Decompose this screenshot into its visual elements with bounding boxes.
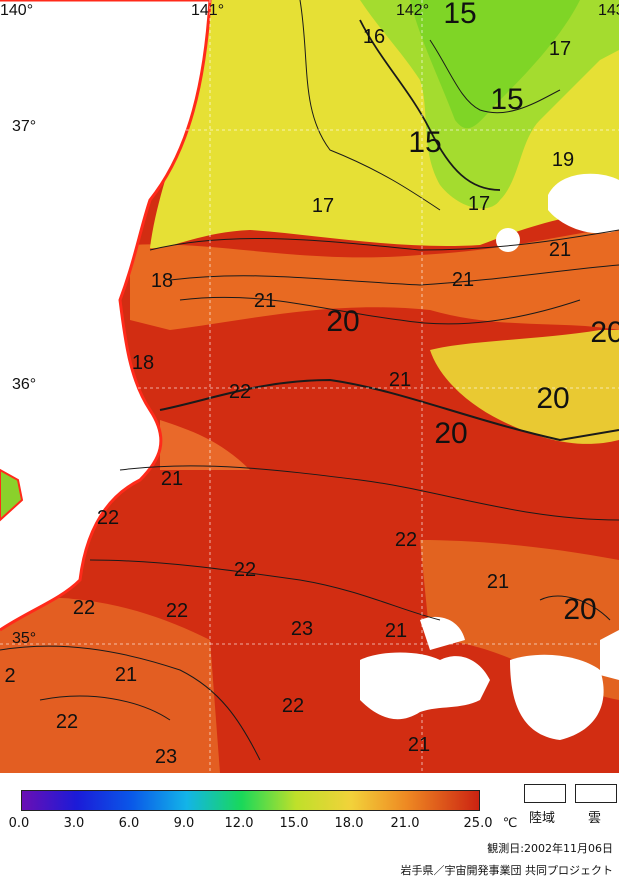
colorbar-tick: 3.0 — [63, 816, 85, 831]
cloud-legend-label: 雲 — [588, 811, 602, 826]
sea-yellow-patch-east — [430, 330, 619, 444]
lon-label-142: 142° — [396, 2, 430, 19]
lon-label-143: 143° — [598, 2, 619, 19]
colorbar-tick: 9.0 — [173, 816, 195, 831]
isotherm-label: 17 — [548, 38, 572, 60]
cloud-patch-ne — [548, 173, 619, 234]
isotherm-label: 18 — [150, 270, 174, 292]
isotherm-label: 22 — [228, 381, 252, 403]
isotherm-label: 21 — [384, 620, 408, 642]
cloud-swatch — [575, 784, 617, 803]
colorbar-tick: 18.0 — [334, 816, 364, 831]
cloud-patch-edge — [600, 630, 619, 680]
isotherm-label: 22 — [165, 600, 189, 622]
isotherm-lines — [0, 0, 619, 761]
isotherm-label: 16 — [362, 26, 386, 48]
isotherm-label: 22 — [233, 559, 257, 581]
sea-orange-patch — [160, 420, 250, 470]
isotherm-label: 22 — [72, 597, 96, 619]
isotherm-label: 23 — [290, 618, 314, 640]
colorbar-tick: 6.0 — [118, 816, 140, 831]
isotherm-label: 15 — [490, 83, 524, 116]
colorbar-tick: 12.0 — [224, 816, 254, 831]
lon-label-141: 141° — [191, 2, 225, 19]
isotherm-label: 21 — [388, 369, 412, 391]
sea-orange-band-sw — [0, 597, 220, 773]
isotherm-label: 21 — [548, 239, 572, 261]
lake-inlet — [0, 468, 24, 522]
isotherm-label: 22 — [394, 529, 418, 551]
lat-label-36: 36° — [12, 376, 37, 393]
isotherm-label: 2 — [4, 665, 16, 687]
colorbar-unit: ℃ — [502, 816, 518, 831]
coastline — [0, 0, 212, 632]
isotherm-label: 20 — [434, 417, 468, 450]
isotherm-label: 22 — [96, 507, 120, 529]
isotherm-label: 21 — [407, 734, 431, 756]
isotherm-label: 22 — [55, 711, 79, 733]
isotherm-label: 20 — [590, 316, 619, 349]
isotherm-label: 22 — [281, 695, 305, 717]
credit-line: 岩手県／宇宙開発事業団 共同プロジェクト — [400, 864, 614, 877]
cloud-patch-small — [496, 228, 520, 252]
isotherm-label: 15 — [408, 126, 442, 159]
colorbar-tick: 0.0 — [8, 816, 30, 831]
graticule — [0, 0, 619, 773]
isotherm-label: 20 — [326, 305, 360, 338]
colorbar-tick: 15.0 — [279, 816, 309, 831]
land-swatch — [524, 784, 566, 803]
lat-label-35: 35° — [12, 630, 37, 647]
isotherm-label: 23 — [154, 746, 178, 768]
isotherm-label: 21 — [253, 290, 277, 312]
sea-orange-band-north — [130, 229, 619, 330]
isotherm-label: 18 — [131, 352, 155, 374]
isotherm-label: 17 — [467, 193, 491, 215]
isotherm-label: 17 — [311, 195, 335, 217]
cloud-patch-se — [510, 654, 604, 740]
isotherm-label: 19 — [551, 149, 575, 171]
colorbar-tick: 25.0 — [463, 816, 493, 831]
isotherm-label: 21 — [451, 269, 475, 291]
isotherm-label: 21 — [486, 571, 510, 593]
isotherm-label: 21 — [160, 468, 184, 490]
cloud-patch-south2 — [420, 616, 465, 650]
land-legend-label: 陸域 — [529, 811, 556, 826]
sea-cold-core — [410, 0, 580, 129]
isotherm-label: 15 — [443, 0, 477, 30]
colorbar-tick: 21.0 — [390, 816, 420, 831]
isotherm-label: 20 — [536, 382, 570, 415]
land-honshu — [0, 0, 210, 630]
lon-label-140: 140° — [0, 2, 34, 19]
isotherm-label: 20 — [563, 593, 597, 626]
lat-label-37: 37° — [12, 118, 37, 135]
sea-surface-temperature-map — [0, 0, 619, 773]
observation-date: 観測日:2002年11月06日 — [487, 842, 613, 855]
cloud-patch-south — [360, 652, 490, 720]
temperature-colorbar — [21, 790, 480, 811]
isotherm-label: 21 — [114, 664, 138, 686]
